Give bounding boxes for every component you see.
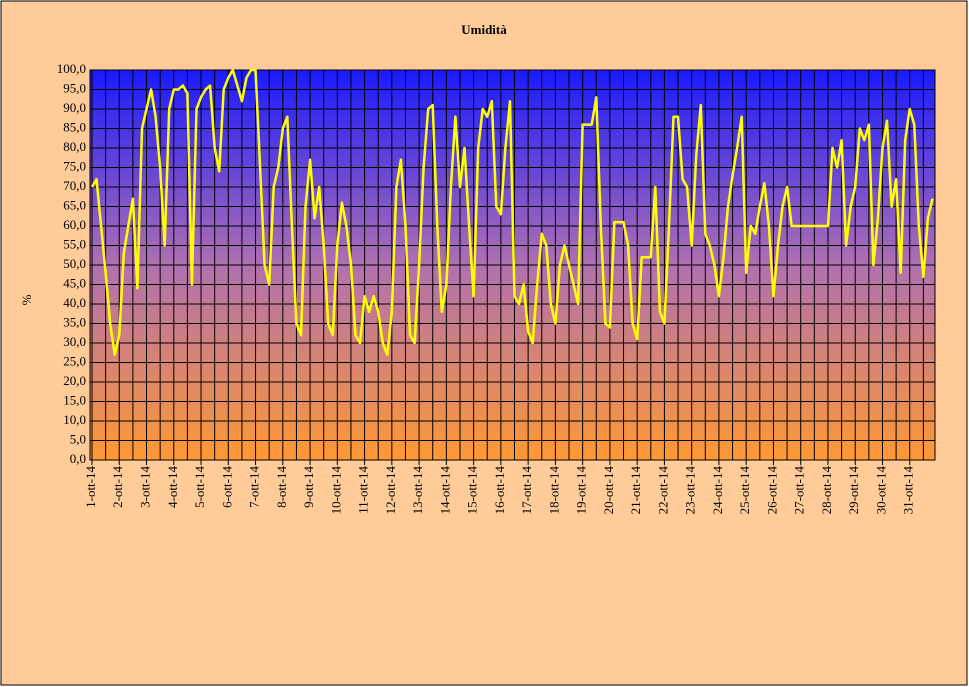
x-tick-label: 24-ott-14 (710, 466, 725, 515)
x-tick-label: 17-ott-14 (519, 466, 534, 515)
y-tick-label: 35,0 (63, 314, 86, 329)
y-tick-label: 15,0 (63, 392, 86, 407)
x-tick-label: 28-ott-14 (819, 466, 834, 515)
y-tick-label: 70,0 (63, 178, 86, 193)
x-tick-label: 25-ott-14 (737, 466, 752, 515)
x-tick-label: 18-ott-14 (546, 466, 561, 515)
y-tick-label: 25,0 (63, 353, 86, 368)
y-tick-label: 0,0 (70, 451, 86, 466)
x-tick-label: 3-ott-14 (138, 466, 153, 508)
y-tick-label: 45,0 (63, 275, 86, 290)
data-line (90, 68, 934, 356)
y-tick-label: 10,0 (63, 412, 86, 427)
chart-title: Umidità (461, 22, 507, 37)
plot-border (89, 69, 936, 461)
x-tick-label: 23-ott-14 (683, 466, 698, 515)
y-tick-label: 50,0 (63, 256, 86, 271)
x-tick-label: 21-ott-14 (628, 466, 643, 515)
y-tick-label: 55,0 (63, 236, 86, 251)
x-tick-label: 1-ott-14 (83, 466, 98, 508)
y-tick-label: 20,0 (63, 373, 86, 388)
x-tick-label: 31-ott-14 (901, 466, 916, 515)
y-tick-label: 40,0 (63, 295, 86, 310)
y-tick-label: 5,0 (70, 431, 86, 446)
y-tick-label: 95,0 (63, 80, 86, 95)
x-tick-label: 4-ott-14 (165, 466, 180, 508)
x-tick-label: 14-ott-14 (437, 466, 452, 515)
x-tick-label: 7-ott-14 (247, 466, 262, 508)
x-tick-label: 9-ott-14 (301, 466, 316, 508)
y-tick-label: 75,0 (63, 158, 86, 173)
x-tick-label: 26-ott-14 (764, 466, 779, 515)
x-tick-label: 22-ott-14 (655, 466, 670, 515)
x-tick-label: 20-ott-14 (601, 466, 616, 515)
x-tick-label: 12-ott-14 (383, 466, 398, 515)
y-tick-label: 80,0 (63, 139, 86, 154)
x-tick-label: 6-ott-14 (219, 466, 234, 508)
y-tick-label: 65,0 (63, 197, 86, 212)
x-tick-label: 29-ott-14 (846, 466, 861, 515)
y-tick-label: 90,0 (63, 100, 86, 115)
y-tick-label: 30,0 (63, 334, 86, 349)
x-tick-label: 15-ott-14 (465, 466, 480, 515)
x-tick-label: 13-ott-14 (410, 466, 425, 515)
x-tick-label: 5-ott-14 (192, 466, 207, 508)
y-tick-label: 100,0 (57, 61, 86, 76)
y-axis-label: % (19, 294, 34, 305)
y-tick-label: 60,0 (63, 217, 86, 232)
x-tick-label: 8-ott-14 (274, 466, 289, 508)
x-tick-label: 10-ott-14 (328, 466, 343, 515)
x-tick-label: 11-ott-14 (356, 466, 371, 514)
x-tick-label: 30-ott-14 (873, 466, 888, 515)
x-tick-label: 2-ott-14 (110, 466, 125, 508)
x-tick-label: 19-ott-14 (574, 466, 589, 515)
x-tick-label: 16-ott-14 (492, 466, 507, 515)
x-tick-label: 27-ott-14 (792, 466, 807, 515)
y-tick-label: 85,0 (63, 119, 86, 134)
